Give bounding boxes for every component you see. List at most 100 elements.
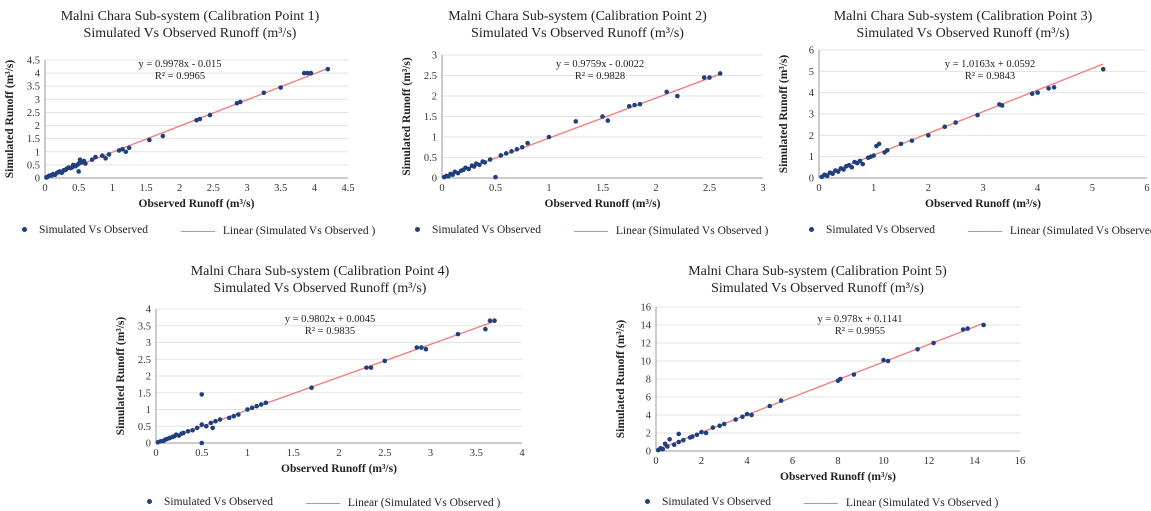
y-tick-label: 2.5	[27, 108, 40, 119]
data-point	[493, 174, 498, 180]
x-tick-label: 12	[924, 456, 935, 467]
legend-item-linear: Linear (Simulated Vs Observed )	[180, 225, 375, 237]
data-point	[660, 446, 666, 452]
x-tick-label: 3	[428, 448, 433, 459]
data-point	[676, 439, 682, 445]
data-point	[237, 99, 243, 105]
chart-title: Malni Chara Sub-system (Calibration Poin…	[190, 264, 450, 279]
data-point	[190, 427, 195, 433]
data-point	[767, 403, 773, 409]
data-point	[185, 428, 191, 434]
x-tick-label: 0.5	[195, 448, 208, 459]
data-point	[942, 124, 948, 130]
data-point	[160, 133, 166, 139]
y-tick-label: 1.5	[138, 388, 151, 399]
data-point	[254, 403, 259, 409]
y-tick-label: 1	[432, 133, 437, 144]
chart-title-block: Malni Chara Sub-system (Calibration Poin…	[385, 8, 770, 42]
legend-item-linear: Linear (Simulated Vs Observed )	[803, 497, 998, 509]
data-point	[525, 140, 530, 146]
x-tick-label: 1	[871, 183, 876, 194]
y-tick-label: 1.5	[424, 112, 437, 123]
x-tick-label: 10	[878, 456, 889, 467]
trendline-equation: y = 1.0163x + 0.0592	[945, 59, 1036, 70]
x-tick-label: 1.5	[139, 183, 152, 194]
y-tick-label: 1	[146, 405, 151, 416]
data-point	[1046, 86, 1051, 91]
y-tick-label: 1	[809, 152, 814, 163]
data-point	[975, 112, 980, 118]
data-point	[364, 365, 369, 370]
x-tick-label: 4	[519, 448, 525, 459]
data-point	[199, 422, 205, 427]
x-tick-label: 2.5	[703, 183, 716, 194]
data-point	[492, 318, 497, 324]
y-tick-label: 6	[646, 393, 651, 404]
data-point	[699, 429, 704, 435]
data-point	[703, 430, 709, 436]
y-tick-label: 4	[35, 69, 41, 80]
data-point	[744, 411, 750, 417]
scatter-chart: 0 0.5 1 1.5 2 2.5 3 0 0.5 1 1.5 2 2.5 3 Observed Runof…	[401, 51, 766, 211]
chart-subtitle: Simulated Vs Observed Runoff (m³/s)	[471, 26, 684, 41]
data-point	[749, 412, 754, 418]
legend-label-simulated: Simulated Vs Observed	[39, 223, 149, 236]
data-point	[837, 376, 843, 382]
data-point	[210, 425, 216, 431]
chart-title: Malni Chara Sub-system (Calibration Poin…	[60, 9, 320, 24]
data-point	[204, 423, 209, 429]
r-squared-label: R² = 0.9835	[305, 326, 355, 337]
chart-title: Malni Chara Sub-system (Calibration Poin…	[448, 9, 707, 24]
y-tick-label: 3.5	[27, 82, 40, 93]
data-point	[487, 157, 493, 162]
data-point	[671, 442, 677, 447]
data-point	[717, 71, 723, 76]
data-point	[199, 440, 205, 446]
data-point	[217, 417, 223, 422]
data-point	[885, 147, 890, 153]
x-tick-label: 4	[1035, 183, 1041, 194]
data-point	[721, 421, 727, 427]
data-point	[368, 365, 374, 370]
y-tick-label: 12	[641, 339, 652, 350]
data-point	[546, 134, 552, 140]
data-point	[308, 70, 314, 76]
y-axis-label: Simulated Runoff (m³/s)	[4, 60, 16, 179]
legend-label-simulated: Simulated Vs Observed	[432, 223, 542, 236]
x-tick-label: 0	[42, 183, 47, 194]
data-point	[851, 372, 857, 377]
y-tick-label: 2.5	[424, 71, 437, 82]
r-squared-label: R² = 0.9955	[835, 326, 885, 337]
x-tick-label: 0	[816, 183, 821, 194]
data-point	[477, 162, 482, 168]
x-tick-label: 16	[1015, 456, 1026, 467]
r-squared-label: R² = 0.9828	[575, 71, 625, 82]
data-point	[126, 145, 132, 151]
legend-item-simulated: Simulated Vs Observed	[415, 224, 541, 236]
data-point	[981, 322, 986, 328]
data-point	[236, 412, 241, 417]
data-point	[519, 144, 525, 150]
data-point	[701, 75, 707, 80]
data-point	[261, 90, 267, 96]
legend: Simulated Vs Observed Linear (Simulated …	[22, 223, 405, 237]
data-point	[915, 347, 920, 352]
legend-item-simulated: Simulated Vs Observed	[809, 224, 935, 236]
chart-title-block: Malni Chara Sub-system (Calibration Poin…	[105, 263, 535, 297]
data-point	[83, 161, 88, 166]
y-tick-label: 0	[35, 174, 40, 185]
y-tick-label: 10	[641, 357, 652, 368]
x-tick-label: 3.5	[274, 183, 287, 194]
data-point	[482, 160, 488, 165]
legend-label-linear: Linear (Simulated Vs Observed )	[1009, 225, 1151, 238]
trend-line	[821, 63, 1104, 177]
data-point	[249, 405, 255, 411]
x-tick-label: 0	[439, 183, 444, 194]
x-axis-label: Observed Runoff (m³/s)	[281, 463, 397, 475]
data-point	[1051, 85, 1057, 90]
y-tick-label: 3	[35, 95, 40, 106]
data-point	[498, 153, 504, 158]
data-point	[207, 112, 213, 118]
x-tick-label: 3	[244, 183, 249, 194]
data-point	[245, 407, 250, 412]
